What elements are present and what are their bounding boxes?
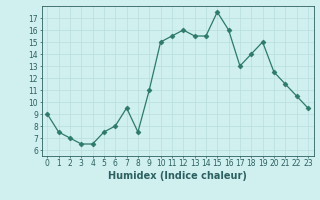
X-axis label: Humidex (Indice chaleur): Humidex (Indice chaleur) [108, 171, 247, 181]
